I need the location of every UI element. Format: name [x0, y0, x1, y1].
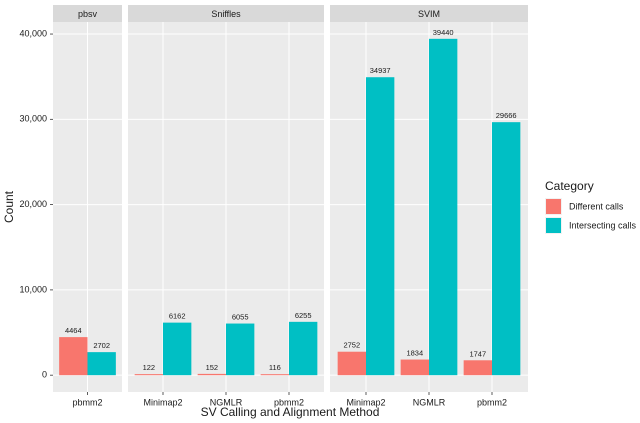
- bar: [197, 373, 226, 376]
- data-label: 34937: [370, 66, 391, 75]
- data-label: 1834: [406, 349, 423, 358]
- bar: [289, 321, 318, 376]
- y-tick-label: 30,000: [19, 114, 47, 124]
- facet-strip: [330, 5, 528, 22]
- legend-label: Different calls: [569, 201, 624, 211]
- data-label: 6162: [169, 312, 186, 321]
- x-tick-label: Minimap2: [143, 397, 182, 407]
- x-axis-title: SV Calling and Alignment Method: [201, 405, 380, 419]
- legend-title: Category: [545, 179, 594, 193]
- x-tick-label: NGMLR: [210, 397, 243, 407]
- bar: [163, 322, 192, 376]
- y-tick-label: 20,000: [19, 199, 47, 209]
- facet-title: pbsv: [78, 9, 98, 19]
- bar: [492, 122, 521, 376]
- bar: [87, 352, 116, 376]
- data-label: 4464: [65, 326, 82, 335]
- facet-strip: [128, 5, 324, 22]
- bar: [400, 359, 429, 376]
- facet-title: Sniffles: [211, 9, 241, 19]
- x-tick-label: pbmm2: [72, 397, 102, 407]
- legend-label: Intersecting calls: [569, 220, 637, 230]
- y-tick-label: 0: [42, 370, 47, 380]
- bar: [226, 323, 255, 376]
- data-label: 29666: [496, 111, 517, 120]
- data-label: 2752: [343, 341, 360, 350]
- facet-title: SVIM: [418, 9, 440, 19]
- facet-strip: [53, 5, 122, 22]
- y-axis-title: Count: [2, 190, 16, 223]
- bar: [134, 374, 163, 376]
- bar: [337, 351, 366, 376]
- x-tick-label: pbmm2: [274, 397, 304, 407]
- bar: [366, 77, 395, 376]
- bar: [463, 360, 492, 376]
- x-tick-label: pbmm2: [477, 397, 507, 407]
- x-tick-label: NGMLR: [413, 397, 446, 407]
- data-label: 116: [269, 363, 281, 372]
- bar: [429, 38, 458, 376]
- legend-key: [546, 218, 561, 233]
- legend-key: [546, 199, 561, 214]
- data-label: 2702: [93, 341, 110, 350]
- bar: [59, 337, 88, 376]
- data-label: 39440: [433, 28, 454, 37]
- data-label: 122: [143, 363, 156, 372]
- data-label: 6255: [295, 311, 312, 320]
- y-tick-label: 10,000: [19, 284, 47, 294]
- bar: [260, 374, 289, 376]
- y-tick-label: 40,000: [19, 28, 47, 38]
- data-label: 6055: [232, 313, 249, 322]
- data-label: 1747: [469, 349, 486, 358]
- data-label: 152: [206, 363, 219, 372]
- x-tick-label: Minimap2: [346, 397, 385, 407]
